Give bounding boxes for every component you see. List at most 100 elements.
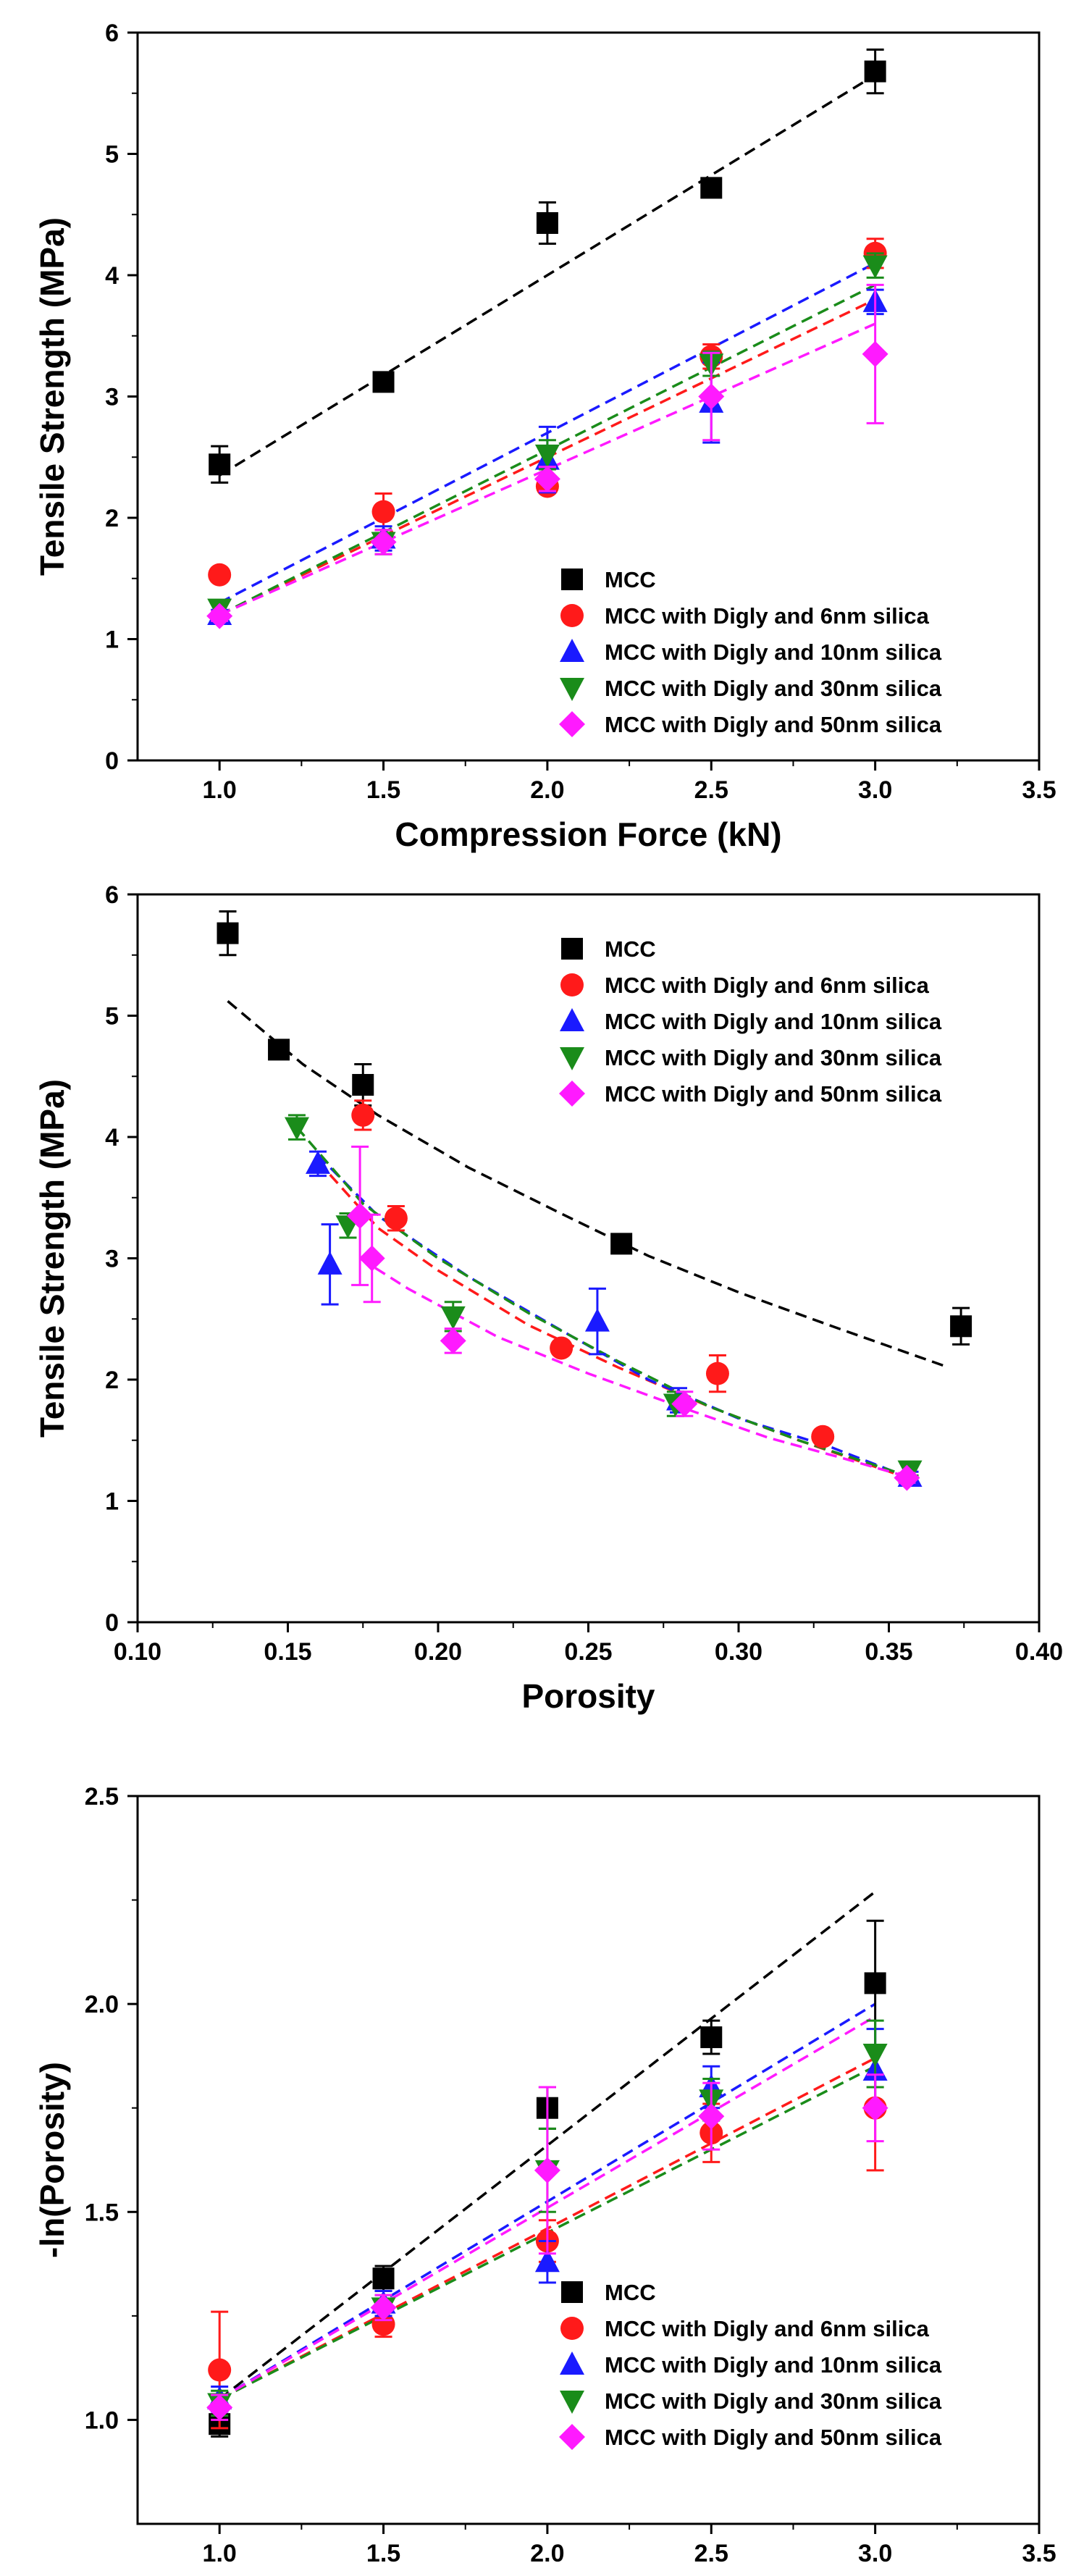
x-tick-label: 0.20 xyxy=(414,1638,462,1666)
y-axis-title: -ln(Porosity) xyxy=(33,2062,71,2258)
y-tick-label: 2.0 xyxy=(85,1991,119,2018)
data-point xyxy=(550,1336,573,1360)
y-tick-label: 3 xyxy=(105,1246,119,1273)
chart-panel-3: 1.01.52.02.53.03.51.01.52.02.5Compressio… xyxy=(33,1783,1056,2567)
x-tick-label: 2.5 xyxy=(694,2540,728,2567)
data-point xyxy=(698,383,725,410)
data-point xyxy=(811,1425,835,1448)
x-tick-label: 3.5 xyxy=(1022,2540,1056,2567)
data-point xyxy=(208,563,232,587)
data-point xyxy=(317,1251,343,1275)
data-point xyxy=(950,1315,972,1338)
legend: MCC MCC with Digly and 6nm silica MCC with… xyxy=(559,936,942,1107)
data-point xyxy=(268,1039,290,1061)
plot-frame xyxy=(136,893,1041,1624)
x-tick-label: 1.5 xyxy=(366,2540,400,2567)
legend-marker xyxy=(561,938,583,960)
data-point xyxy=(206,603,233,629)
y-tick-label: 1 xyxy=(105,1488,119,1516)
data-point xyxy=(534,2249,560,2273)
x-tick-label: 3.0 xyxy=(858,776,892,804)
legend-marker xyxy=(559,711,585,737)
data-point xyxy=(351,1103,375,1127)
data-point xyxy=(862,2044,888,2068)
data-point xyxy=(370,2294,397,2321)
legend-marker xyxy=(560,973,584,997)
legend-label: MCC xyxy=(605,2280,656,2305)
data-point xyxy=(534,466,560,492)
x-tick-label: 1.0 xyxy=(203,776,237,804)
y-tick-label: 5 xyxy=(105,141,119,169)
data-point xyxy=(705,1362,729,1385)
series-MCC xyxy=(217,910,972,1346)
x-axis-title: Compression Force (kN) xyxy=(395,815,781,853)
x-tick-label: 0.10 xyxy=(114,1638,161,1666)
data-point xyxy=(440,1327,466,1354)
plot-frame xyxy=(136,1795,1041,2525)
y-tick-label: 2 xyxy=(105,505,119,532)
data-point xyxy=(894,1464,920,1491)
data-point xyxy=(864,1972,886,1994)
data-point xyxy=(306,1150,330,1174)
legend-marker xyxy=(560,2391,584,2414)
x-tick-label: 0.25 xyxy=(564,1638,612,1666)
data-point xyxy=(862,2094,888,2121)
series-50nm xyxy=(206,2073,888,2421)
legend-label: MCC with Digly and 30nm silica xyxy=(605,676,942,701)
y-axis-title: Tensile Strength (MPa) xyxy=(33,1079,71,1438)
x-tick-label: 0.15 xyxy=(264,1638,311,1666)
legend: MCC MCC with Digly and 6nm silica MCC with… xyxy=(559,567,942,737)
y-tick-label: 4 xyxy=(105,1124,119,1151)
legend-marker xyxy=(559,2424,585,2450)
data-point xyxy=(371,500,395,524)
y-tick-label: 1.0 xyxy=(85,2407,119,2434)
data-point xyxy=(284,1117,309,1141)
legend-marker xyxy=(560,1047,584,1070)
data-point xyxy=(352,1073,374,1096)
data-point xyxy=(864,60,886,83)
legend-label: MCC with Digly and 50nm silica xyxy=(605,712,942,737)
y-tick-label: 1 xyxy=(105,626,119,654)
data-point xyxy=(534,444,560,468)
chart-panel-2: 0.10 0.15 0.20 0.25 0.30 0.35 0.40 0 1 2 3 4 5 6 Poros… xyxy=(33,881,1063,1715)
data-point xyxy=(347,1202,374,1229)
legend-label: MCC with Digly and 6nm silica xyxy=(605,973,930,998)
series-50nm xyxy=(206,283,888,629)
fit-line-MCC xyxy=(219,1890,876,2401)
legend-marker xyxy=(561,569,583,590)
data-point xyxy=(206,2394,233,2421)
x-tick-label: 1.0 xyxy=(203,2540,237,2567)
legend-marker xyxy=(559,1081,585,1107)
y-tick-label: 4 xyxy=(105,262,119,290)
y-tick-label: 1.5 xyxy=(85,2199,119,2226)
x-axis-title: Porosity xyxy=(521,1677,655,1715)
data-point xyxy=(208,2358,232,2382)
legend-marker xyxy=(560,639,584,662)
legend-label: MCC with Digly and 10nm silica xyxy=(605,1009,942,1034)
data-point xyxy=(862,255,888,279)
x-tick-label: 0.30 xyxy=(715,1638,762,1666)
data-point xyxy=(384,1207,408,1230)
legend-label: MCC with Digly and 10nm silica xyxy=(605,639,942,665)
legend: MCC MCC with Digly and 6nm silica MCC with… xyxy=(559,2280,942,2450)
data-point xyxy=(372,2267,395,2290)
x-tick-label: 2.0 xyxy=(530,2540,564,2567)
legend-label: MCC xyxy=(605,936,656,962)
data-point xyxy=(700,177,723,199)
data-point xyxy=(700,2026,723,2049)
series-MCC xyxy=(209,48,886,484)
data-point xyxy=(536,211,558,234)
fit-line-50nm xyxy=(219,322,876,616)
y-tick-label: 2 xyxy=(105,1367,119,1394)
x-tick-label: 2.0 xyxy=(530,776,564,804)
legend-marker xyxy=(561,2281,583,2303)
data-point xyxy=(217,922,239,944)
fit-line-MCC xyxy=(227,1000,950,1369)
x-tick-label: 3.0 xyxy=(858,2540,892,2567)
data-point xyxy=(584,1308,610,1332)
legend-marker xyxy=(560,604,584,627)
x-tick-label: 0.40 xyxy=(1015,1638,1063,1666)
legend-marker xyxy=(560,2317,584,2340)
legend-label: MCC with Digly and 50nm silica xyxy=(605,1081,942,1107)
